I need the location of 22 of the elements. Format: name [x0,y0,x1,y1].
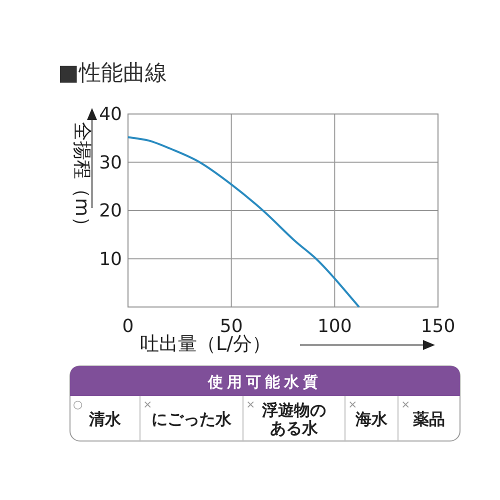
text: × [401,398,410,411]
text: ○ [73,398,83,411]
category-label: 海水 [354,410,388,428]
x-tick-label: 0 [122,316,134,337]
y-tick-label: 10 [99,248,122,270]
text: × [246,398,256,411]
category-label: 浮遊物のある水 [261,400,326,438]
category-label: にごった水 [152,410,232,428]
category-label: 薬品 [412,410,445,428]
x-axis-title: 吐出量（L/分） [140,333,271,355]
line-series [127,136,360,308]
y-axis-title: 全揚程（m） [71,122,93,236]
x-tick-label: 100 [317,316,352,337]
chart-title: ■性能曲線 [58,61,167,86]
y-tick-label: 40 [99,104,122,125]
x-tick-label: 150 [420,316,456,337]
category-label: 清水 [88,410,122,428]
text: × [143,398,152,411]
text: × [348,398,358,411]
y-tick-label: 30 [99,152,122,174]
text: 使用可能水質 [207,373,322,391]
y-tick-label: 20 [99,200,122,222]
